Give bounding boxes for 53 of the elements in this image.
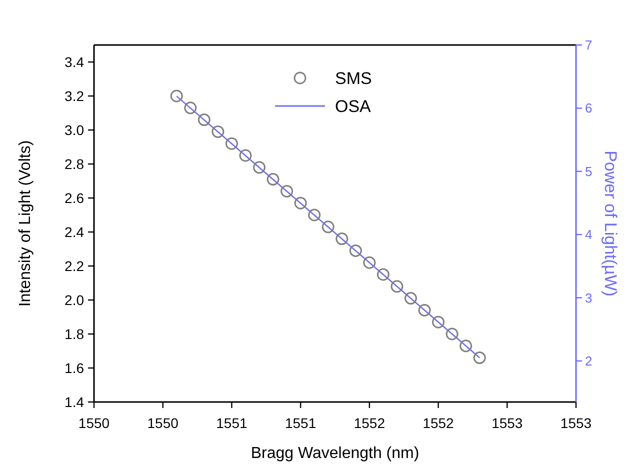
point xyxy=(363,256,376,269)
x-tick-label: 1553 xyxy=(492,415,523,431)
legend-label: OSA xyxy=(335,96,372,116)
point xyxy=(376,268,390,281)
point xyxy=(225,137,238,150)
point xyxy=(390,280,404,293)
y2-tick-label: 2 xyxy=(585,353,592,368)
y-tick-label: 3.4 xyxy=(64,54,84,70)
y2-tick-label: 4 xyxy=(585,227,592,242)
point xyxy=(404,292,417,305)
y2-tick-label: 3 xyxy=(585,290,592,306)
point xyxy=(418,304,431,316)
point xyxy=(460,340,472,352)
point xyxy=(239,149,252,162)
point xyxy=(432,316,445,328)
y2-tick-label: 6 xyxy=(585,100,592,116)
x-tick-label: 1551 xyxy=(216,415,248,431)
y2-axis-title: Power of Light(µW) xyxy=(601,150,620,296)
y-tick-label: 2.0 xyxy=(64,292,84,308)
point xyxy=(308,208,321,222)
y-tick-label: 1.4 xyxy=(64,394,84,410)
x-tick-label: 1553 xyxy=(560,415,592,431)
legend-label: SMS xyxy=(335,68,372,88)
point xyxy=(266,173,280,186)
y-tick-label: 2.2 xyxy=(64,258,84,274)
y-tick-label: 3.0 xyxy=(64,122,84,138)
y-tick-label: 2.4 xyxy=(64,224,84,240)
point xyxy=(280,184,294,198)
x-tick-label: 1550 xyxy=(147,415,179,431)
x-axis-title: Bragg Wavelength (nm) xyxy=(250,445,420,462)
point xyxy=(294,196,307,210)
x-tick-label: 1550 xyxy=(78,415,110,431)
point xyxy=(349,244,362,257)
y2-tick-label: 5 xyxy=(585,164,592,179)
y-axis-title: Intensity of Light (Volts) xyxy=(17,140,34,307)
y-tick-label: 1.6 xyxy=(64,360,84,376)
point xyxy=(446,328,458,340)
y2-tick-label: 7 xyxy=(585,38,592,53)
point xyxy=(253,161,266,174)
x-tick-label: 1551 xyxy=(284,415,316,431)
y-tick-label: 2.6 xyxy=(64,190,84,206)
y-tick-label: 2.8 xyxy=(64,156,84,172)
x-tick-label: 1552 xyxy=(422,415,454,431)
point xyxy=(322,220,334,234)
point xyxy=(473,352,486,364)
point xyxy=(184,102,197,114)
point xyxy=(336,232,348,246)
point xyxy=(212,125,224,138)
x-tick-label: 1552 xyxy=(354,415,386,431)
y-tick-label: 1.8 xyxy=(64,326,84,342)
y-tick-label: 3.2 xyxy=(64,88,84,104)
point xyxy=(170,90,183,102)
point xyxy=(198,114,210,126)
